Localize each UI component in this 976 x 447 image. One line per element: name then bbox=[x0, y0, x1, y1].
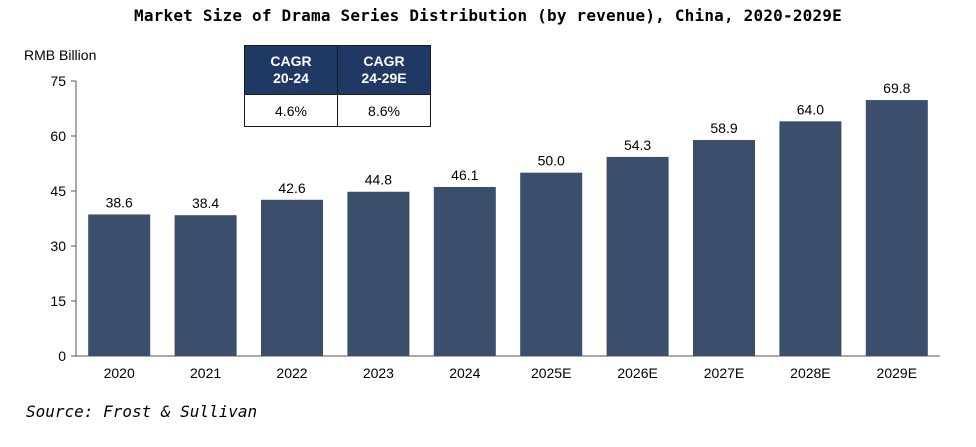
y-tick-label: 60 bbox=[50, 128, 66, 144]
data-label: 38.4 bbox=[192, 195, 219, 211]
y-tick-label: 45 bbox=[50, 183, 66, 199]
data-label: 44.8 bbox=[365, 172, 392, 188]
y-tick-label: 75 bbox=[50, 73, 66, 89]
y-tick-label: 15 bbox=[50, 293, 66, 309]
cagr-table: CAGR 20-24 CAGR 24-29E 4.6% 8.6% bbox=[244, 45, 431, 127]
value-labels: 38.6 38.4 42.6 44.8 46.1 50.0 54.3 58.9 64.0 69.8 bbox=[106, 80, 911, 211]
data-label: 46.1 bbox=[451, 167, 478, 183]
source-note: Source: Frost & Sullivan bbox=[26, 402, 258, 421]
x-tick-label: 2024 bbox=[449, 365, 480, 381]
data-label: 69.8 bbox=[883, 80, 910, 96]
x-axis: 2020 2021 2022 2023 2024 2025E 2026E 2027E 2028E… bbox=[76, 355, 940, 381]
cagr-header-period: 24-29E bbox=[361, 70, 407, 86]
data-label: 50.0 bbox=[538, 153, 565, 169]
bar-2029e bbox=[865, 100, 928, 356]
bars bbox=[88, 100, 928, 356]
y-tick-label: 30 bbox=[50, 238, 66, 254]
x-tick-label: 2027E bbox=[704, 365, 744, 381]
data-label: 38.6 bbox=[106, 194, 133, 210]
cagr-value-24-29e: 8.6% bbox=[337, 94, 431, 127]
cagr-header-row: CAGR 20-24 CAGR 24-29E bbox=[244, 45, 431, 95]
bar-2027e bbox=[693, 140, 755, 356]
cagr-header-label: CAGR bbox=[363, 53, 405, 69]
cagr-value-row: 4.6% 8.6% bbox=[244, 94, 431, 127]
y-axis: 0 15 30 45 60 75 bbox=[50, 73, 77, 364]
y-tick-label: 0 bbox=[58, 348, 66, 364]
chart-title: Market Size of Drama Series Distribution… bbox=[134, 6, 842, 25]
x-tick-label: 2026E bbox=[617, 365, 657, 381]
data-label: 58.9 bbox=[710, 120, 737, 136]
x-tick-label: 2020 bbox=[104, 365, 135, 381]
bar-2023 bbox=[347, 191, 410, 356]
data-label: 42.6 bbox=[278, 180, 305, 196]
bar-2025e bbox=[520, 172, 583, 356]
x-tick-label: 2029E bbox=[877, 365, 917, 381]
bar-2028e bbox=[779, 121, 842, 356]
x-tick-label: 2028E bbox=[790, 365, 830, 381]
bar-2022 bbox=[261, 199, 323, 356]
cagr-header-period: 20-24 bbox=[273, 70, 309, 86]
bar-2024 bbox=[433, 186, 496, 356]
bar-2020 bbox=[88, 214, 151, 356]
x-tick-label: 2023 bbox=[363, 365, 394, 381]
data-label: 64.0 bbox=[797, 101, 824, 117]
x-tick-label: 2022 bbox=[276, 365, 307, 381]
cagr-value-20-24: 4.6% bbox=[244, 94, 338, 127]
cagr-header-20-24: CAGR 20-24 bbox=[244, 45, 338, 95]
data-label: 54.3 bbox=[624, 137, 651, 153]
y-axis-label: RMB Billion bbox=[24, 47, 96, 63]
cagr-header-24-29e: CAGR 24-29E bbox=[337, 45, 431, 95]
bar-2021 bbox=[174, 215, 237, 356]
x-tick-label: 2021 bbox=[190, 365, 221, 381]
cagr-header-label: CAGR bbox=[270, 53, 312, 69]
x-tick-label: 2025E bbox=[531, 365, 571, 381]
bar-2026e bbox=[606, 156, 669, 356]
